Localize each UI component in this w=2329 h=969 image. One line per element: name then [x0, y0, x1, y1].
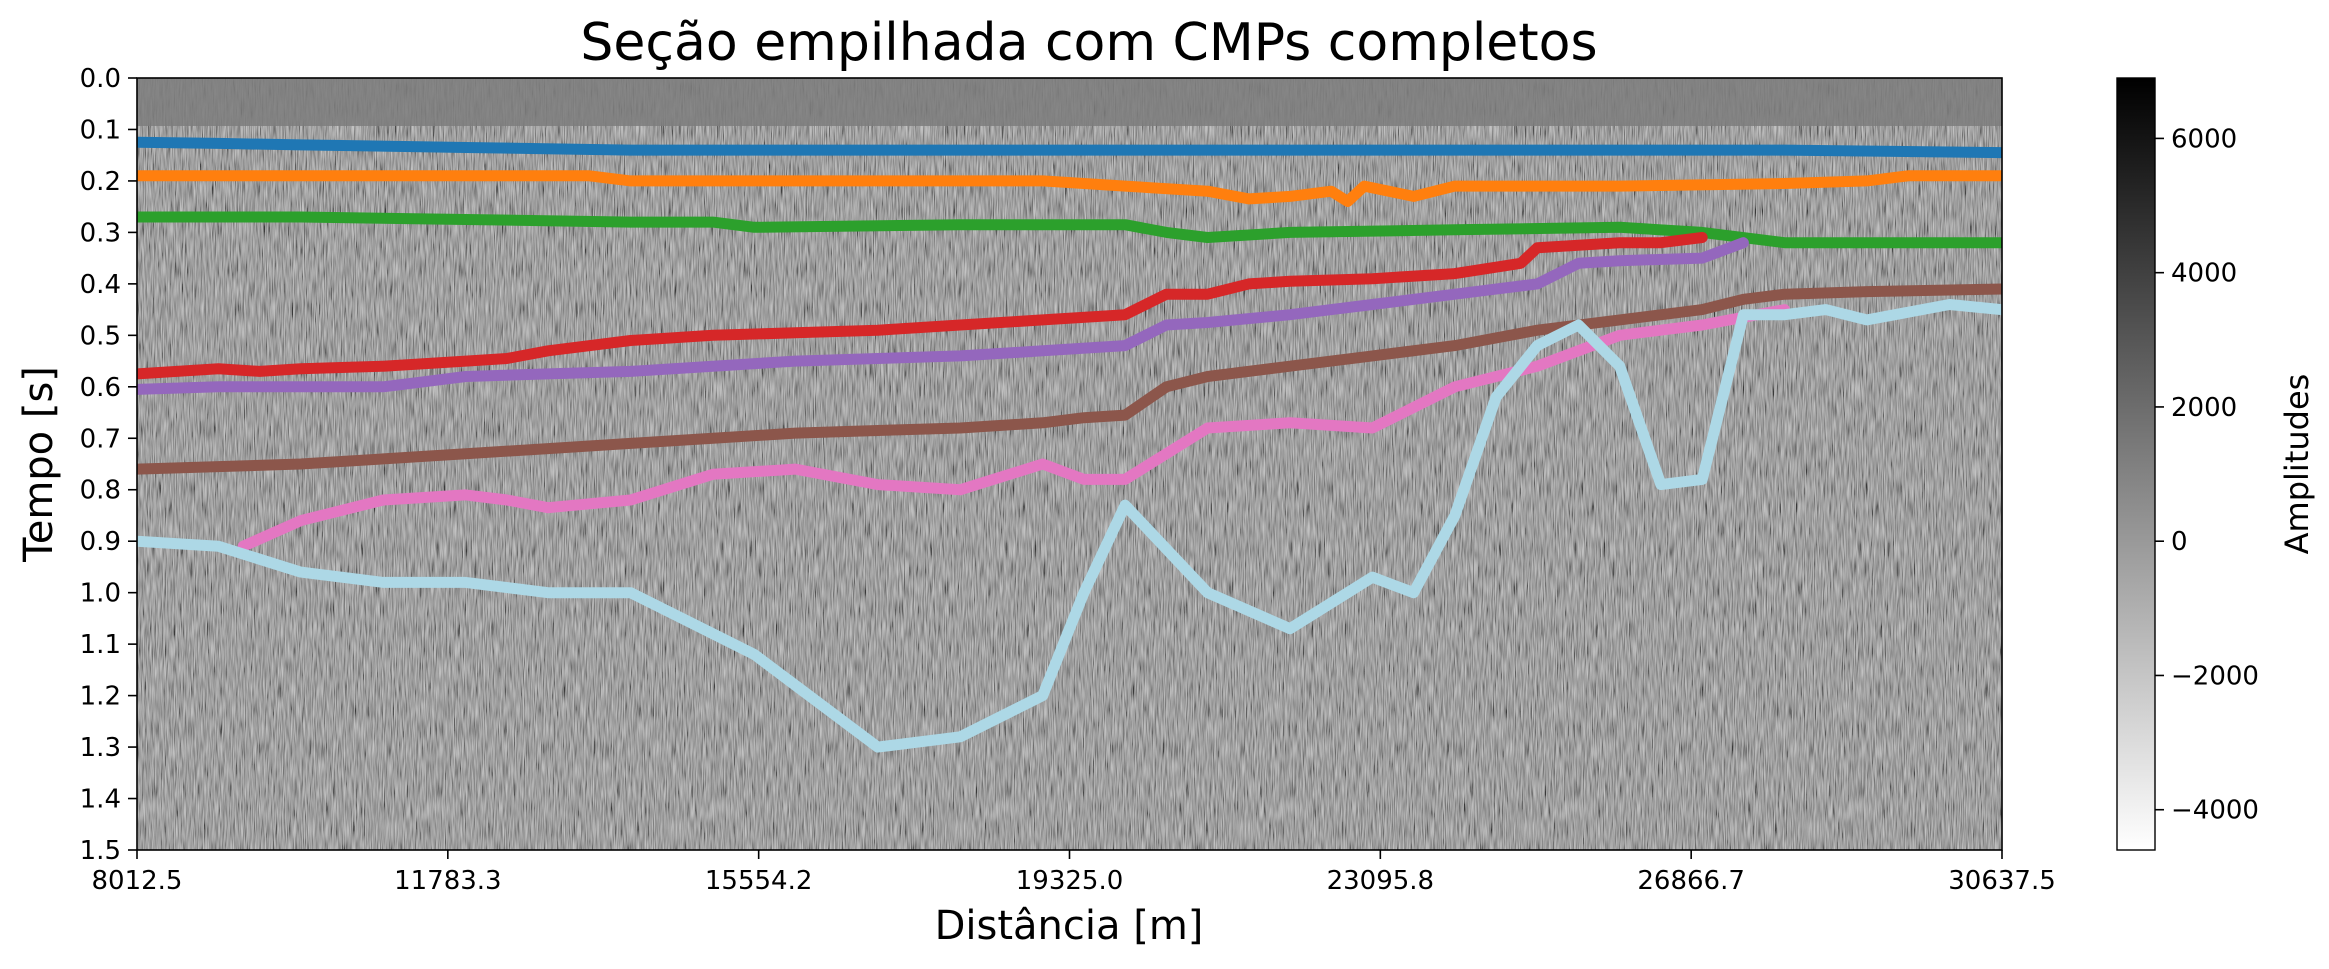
x-axis-label: Distância [m]: [935, 903, 1204, 949]
y-tick-label: 0.0: [80, 64, 121, 94]
y-tick-label: 0.2: [80, 167, 121, 197]
colorbar-tick-label: −2000: [2171, 661, 2259, 691]
x-tick-label: 30637.5: [1948, 866, 2056, 896]
y-tick-label: 1.1: [80, 630, 121, 660]
y-tick-label: 1.3: [80, 733, 121, 763]
horizon-line-4: [137, 232, 1708, 380]
horizon-lines: [137, 136, 2002, 753]
y-axis-label: Tempo [s]: [16, 366, 62, 563]
horizon-line-3: [137, 211, 2002, 249]
x-tick-label: 11783.3: [394, 866, 502, 896]
y-tick-label: 0.6: [80, 373, 121, 403]
seismic-background: [137, 78, 2002, 850]
y-tick-label: 0.9: [80, 527, 121, 557]
horizon-line-8: [137, 299, 2002, 753]
y-tick-label: 1.5: [80, 836, 121, 866]
colorbar-tick-label: −4000: [2171, 796, 2259, 826]
x-tick-label: 8012.5: [92, 866, 183, 896]
x-tick-label: 23095.8: [1327, 866, 1435, 896]
y-tick-label: 1.0: [80, 579, 121, 609]
x-tick-label: 15554.2: [705, 866, 813, 896]
colorbar-label: Amplitudes: [2278, 374, 2316, 555]
colorbar-tick-label: 6000: [2171, 124, 2237, 154]
colorbar-gradient: [2116, 77, 2156, 851]
x-tick-label: 26866.7: [1637, 866, 1745, 896]
chart-title: Seção empilhada com CMPs completos: [580, 13, 1597, 73]
colorbar: 6000 4000 2000 0 −2000 −4000 Amplitudes: [2116, 77, 2316, 851]
colorbar-tick-label: 4000: [2171, 259, 2237, 289]
horizon-line-6: [137, 283, 2002, 475]
horizon-line-7: [237, 304, 1791, 552]
horizon-line-5: [137, 237, 1749, 395]
horizon-line-2: [137, 170, 2002, 207]
y-tick-label: 1.4: [80, 785, 121, 815]
y-tick-label: 0.4: [80, 270, 121, 300]
horizon-line-1: [137, 136, 2002, 159]
y-axis-ticks: 0.0 0.1 0.2 0.3 0.4 0.5 0.6 0.7 0.8 0.9 1.0 1.1 1.2 1…: [80, 64, 137, 866]
colorbar-ticks: 6000 4000 2000 0 −2000 −4000: [2155, 124, 2259, 826]
y-tick-label: 1.2: [80, 682, 121, 712]
x-tick-label: 19325.0: [1016, 866, 1124, 896]
colorbar-tick-label: 0: [2171, 527, 2188, 557]
y-tick-label: 0.1: [80, 115, 121, 145]
y-tick-label: 0.7: [80, 424, 121, 454]
x-axis-ticks: 8012.5 11783.3 15554.2 19325.0 23095.8 26866.…: [92, 850, 2056, 896]
y-tick-label: 0.8: [80, 476, 121, 506]
y-tick-label: 0.3: [80, 218, 121, 248]
colorbar-tick-label: 2000: [2171, 393, 2237, 423]
y-tick-label: 0.5: [80, 321, 121, 351]
